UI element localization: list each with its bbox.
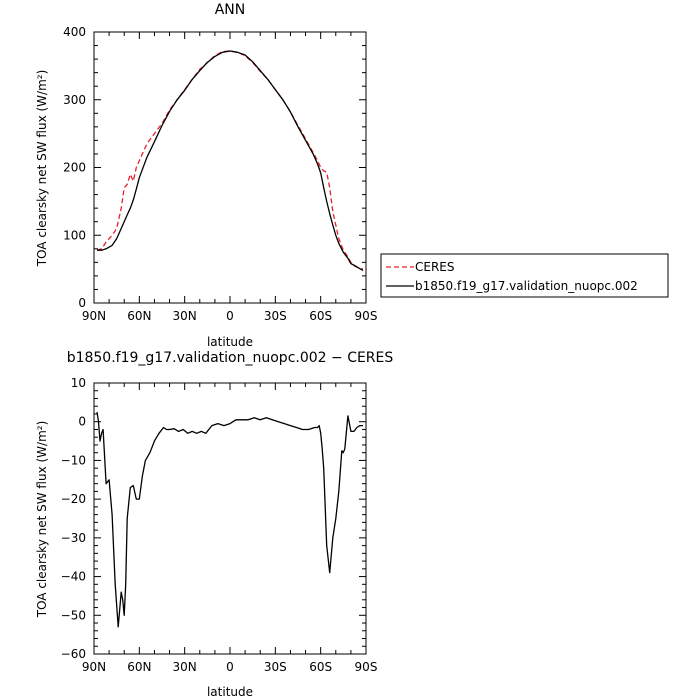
y-tick-label: −30 (61, 531, 86, 545)
legend-label-ceres: CERES (415, 260, 455, 274)
x-tick-label: 60N (127, 309, 151, 323)
y-tick-label: 10 (71, 376, 86, 390)
x-tick-label: 60N (127, 660, 151, 674)
bottom-x-axis-label: latitude (207, 685, 253, 699)
top-series-line-0 (96, 50, 364, 270)
y-tick-label: −60 (61, 647, 86, 661)
legend-label-model: b1850.f19_g17.validation_nuopc.002 (415, 279, 638, 293)
y-tick-label: 400 (63, 25, 86, 39)
bottom-y-axis-label: TOA clearsky net SW flux (W/m²) (35, 421, 49, 619)
x-tick-label: 30N (173, 309, 197, 323)
x-tick-label: 60S (309, 309, 332, 323)
x-tick-label: 0 (226, 660, 234, 674)
top-plot-frame (93, 31, 367, 304)
top-title: ANN (215, 2, 246, 18)
y-tick-label: 100 (63, 228, 86, 242)
y-tick-label: 300 (63, 93, 86, 107)
x-tick-label: 30N (173, 660, 197, 674)
x-tick-label: 90S (355, 660, 378, 674)
x-tick-label: 60S (309, 660, 332, 674)
top-y-axis-label: TOA clearsky net SW flux (W/m²) (35, 70, 49, 268)
y-tick-label: 200 (63, 161, 86, 175)
x-tick-label: 30S (264, 309, 287, 323)
bottom-series-group (96, 411, 363, 628)
top-series-line-1 (97, 50, 364, 272)
y-tick-label: 0 (78, 296, 86, 310)
x-tick-label: 90N (82, 309, 106, 323)
top-x-axis-label: latitude (207, 335, 253, 349)
x-tick-label: 0 (226, 309, 234, 323)
bottom-axes: 90N 60N 30N 0 30S 60S 90S −60 −50 −40 −30 −20 −10 0 10 (61, 376, 378, 674)
top-axes: 90N 60N 30N 0 30S 60S 90S 0 100 200 300 400 (63, 25, 377, 323)
y-tick-label: −20 (61, 492, 86, 506)
x-tick-label: 90S (355, 309, 378, 323)
bottom-title: b1850.f19_g17.validation_nuopc.002 − CER… (67, 350, 394, 366)
top-series-group (96, 50, 364, 272)
x-tick-label: 90N (82, 660, 106, 674)
legend-box (380, 253, 669, 298)
y-tick-label: −50 (61, 608, 86, 622)
x-tick-label: 30S (264, 660, 287, 674)
y-tick-label: −40 (61, 570, 86, 584)
y-tick-label: 0 (78, 415, 86, 429)
y-tick-label: −10 (61, 453, 86, 467)
bottom-series-line-0 (96, 411, 363, 628)
